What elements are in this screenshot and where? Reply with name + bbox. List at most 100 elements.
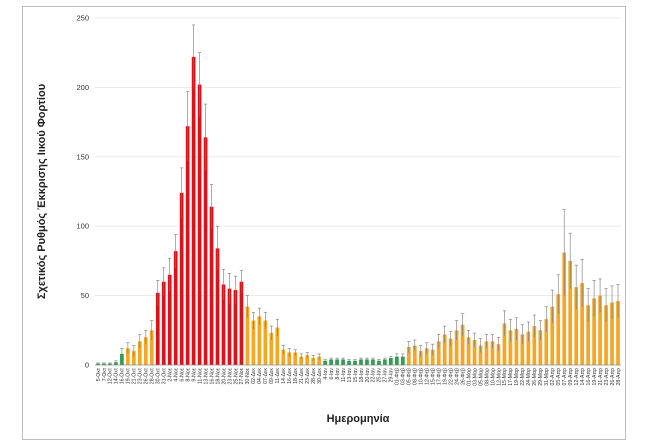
bar <box>245 306 250 365</box>
bar <box>556 294 561 365</box>
bar <box>430 349 435 365</box>
bar <box>329 359 333 365</box>
x-tick-label: 11-Νοε <box>197 367 203 384</box>
y-tick-label: 150 <box>76 152 89 161</box>
x-tick-label: 25-Νοε <box>233 367 239 384</box>
x-tick-label: 07-Δεκ <box>263 368 269 384</box>
bar <box>496 344 501 365</box>
bar <box>131 351 136 365</box>
bar <box>167 274 172 365</box>
bar <box>335 359 339 365</box>
x-tick-label: 5-Οκτ <box>96 368 102 381</box>
x-tick-label: 17-Φεβ <box>436 368 442 385</box>
x-tick-label: 05-Απρ <box>556 368 562 386</box>
bar <box>538 330 543 365</box>
x-tick-label: 13-Ιαν <box>347 368 353 383</box>
x-tick-label: 30-Δεκ <box>317 368 323 384</box>
bar <box>514 328 519 365</box>
x-tick-label: 14-Οκτ <box>114 368 120 384</box>
x-tick-label: 18-Νοε <box>215 367 221 384</box>
x-tick-label: 9-Νοε <box>191 367 197 381</box>
bar <box>400 356 405 365</box>
x-tick-label: 16-Νοε <box>209 367 215 384</box>
x-tick-label: 16-Απρ <box>586 368 592 386</box>
chart-frame: 0 50 100 150 200 250 5-Οκτ 7-Οκτ 12-Οκτ 14-Οκτ 16… <box>22 6 626 440</box>
x-tick-label: 23-Οκτ <box>138 368 144 384</box>
x-tick-label: 22-Ιαν <box>371 368 377 383</box>
bar <box>353 360 357 365</box>
bar <box>532 326 537 365</box>
x-tick-label: 13-Νοε <box>203 367 209 384</box>
bar <box>203 137 208 365</box>
x-tick-label: 12-Φεβ <box>425 368 431 385</box>
x-tick-label: 22-Φεβ <box>448 368 454 385</box>
x-tick-label: 19-Φεβ <box>442 368 448 385</box>
bar <box>155 292 160 365</box>
x-tick-label: 17-Μαρ <box>508 368 514 386</box>
x-tick-label: 15-Φεβ <box>431 368 437 385</box>
x-tick-label: 12-Μαρ <box>496 368 502 386</box>
x-tick-label: 20-Νοε <box>221 367 227 384</box>
x-tick-label: 19-Μαρ <box>514 368 520 386</box>
x-axis-title: Ημερομηνία <box>327 413 390 425</box>
bar <box>389 358 393 365</box>
x-tick-labels: 5-Οκτ 7-Οκτ 12-Οκτ 14-Οκτ 16-Οκτ 19-Οκτ 21-Οκτ… <box>96 367 622 385</box>
bar <box>394 356 399 365</box>
bar <box>299 356 304 365</box>
x-tick-label: 28-Απρ <box>616 368 622 386</box>
x-tick-label: 16-Δεκ <box>287 368 293 384</box>
bar <box>263 320 268 365</box>
x-tick-label: 19-Απρ <box>592 368 598 386</box>
bar <box>257 316 262 365</box>
x-tick-label: 4-Νοε <box>173 367 179 381</box>
bar <box>598 295 602 365</box>
x-tick-label: 05-Μαρ <box>478 368 484 386</box>
y-tick-labels: 0 50 100 150 200 250 <box>76 14 89 370</box>
bar <box>442 334 447 365</box>
bar <box>544 319 549 365</box>
x-tick-label: 8-Νοε <box>185 367 191 381</box>
x-tick-label: 26-Απρ <box>610 368 616 386</box>
x-tick-label: 11-Ιαν <box>341 368 347 383</box>
bar <box>305 355 310 365</box>
x-tick-label: 02-Δεκ <box>251 368 257 384</box>
x-tick-label: 28-Οκτ <box>150 368 156 384</box>
x-tick-label: 25-Ιαν <box>377 368 383 383</box>
bar <box>173 251 178 365</box>
bar <box>323 360 327 365</box>
bar <box>179 192 184 365</box>
error-bars <box>96 24 620 365</box>
x-tick-label: 6-Ιαν <box>329 368 335 380</box>
x-tick-label: 26-Οκτ <box>144 368 150 384</box>
bar <box>472 340 477 365</box>
bar <box>377 360 381 365</box>
x-tick-label: 26-Μαρ <box>532 368 538 386</box>
x-tick-label: 30-Οκτ <box>156 368 162 384</box>
x-tick-label: 6-Νοε <box>179 367 185 381</box>
bar <box>149 330 154 365</box>
x-tick-label: 27-Νοε <box>239 367 245 384</box>
bar <box>412 345 417 365</box>
x-tick-label: 26-Φεβ <box>460 368 466 385</box>
x-tick-label: 19-Οκτ <box>126 368 132 384</box>
x-tick-label: 18-Ιαν <box>359 368 365 383</box>
x-tick-label: 11-Δεκ <box>275 368 281 384</box>
x-tick-label: 2-Νοε <box>168 367 174 381</box>
bar <box>520 334 525 365</box>
bar <box>341 359 345 365</box>
y-axis-title: Σχετικός Ρυθμός Έκκρισης Ιικού Φορτίου <box>36 84 48 299</box>
x-tick-label: 23-Νοε <box>227 367 233 384</box>
bar <box>185 126 190 365</box>
x-tick-label: 01-Φεβ <box>395 368 401 385</box>
x-tick-label: 24-Μαρ <box>526 368 532 386</box>
bar <box>317 356 322 365</box>
x-tick-label: 29-Ιαν <box>389 368 395 383</box>
x-tick-label: 24-Φεβ <box>454 368 460 385</box>
x-tick-label: 23-Απρ <box>604 368 610 386</box>
x-tick-label: 08-Φεβ <box>413 368 419 385</box>
bar <box>436 341 441 365</box>
x-tick-label: 12-Οκτ <box>108 368 114 384</box>
x-tick-label: 29-Μαρ <box>538 368 544 386</box>
x-tick-label: 8-Ιαν <box>335 368 341 380</box>
y-tick-label: 200 <box>76 83 89 92</box>
